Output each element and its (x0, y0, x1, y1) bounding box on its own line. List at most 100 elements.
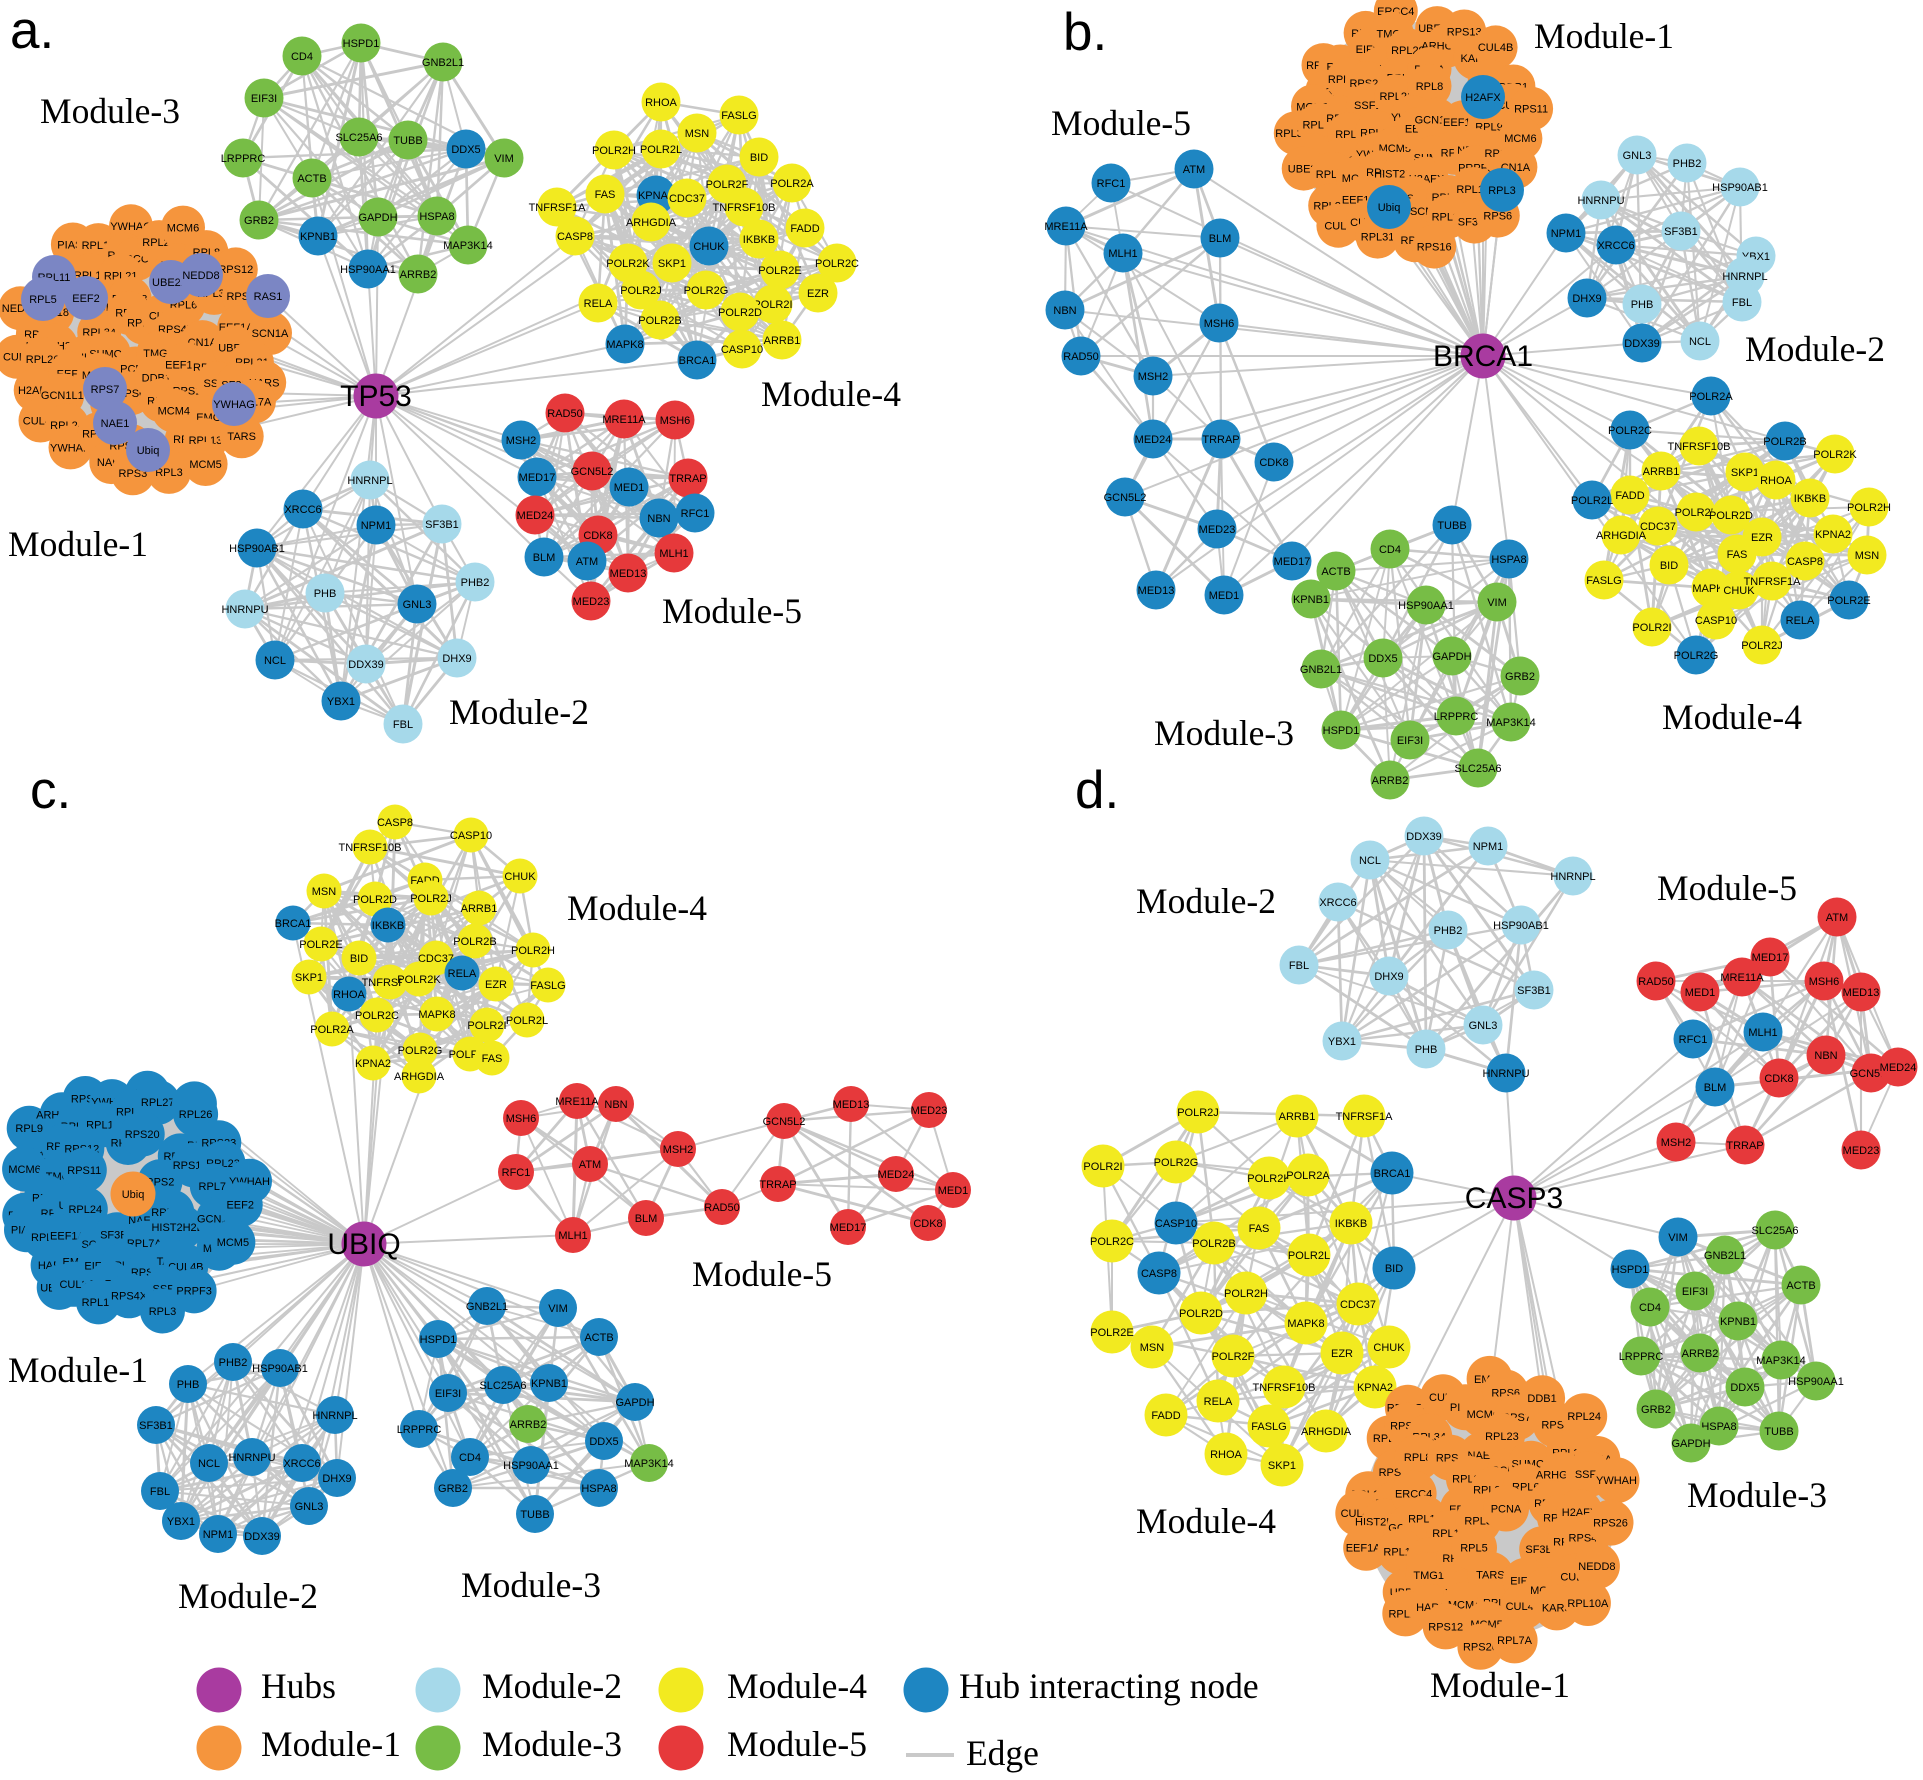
svg-text:EIF3I: EIF3I (1397, 735, 1423, 747)
svg-text:Hub interacting node: Hub interacting node (959, 1666, 1259, 1706)
svg-text:MLH1: MLH1 (659, 548, 688, 560)
svg-text:Module-2: Module-2 (1745, 329, 1885, 369)
svg-text:Ubiq: Ubiq (1378, 202, 1401, 214)
svg-text:TNFRSF10B: TNFRSF10B (1253, 1382, 1316, 1394)
svg-text:HSP90AB1: HSP90AB1 (229, 543, 285, 555)
svg-text:SKP1: SKP1 (1731, 467, 1759, 479)
svg-text:YBX1: YBX1 (327, 696, 355, 708)
svg-text:ATM: ATM (579, 1159, 601, 1171)
svg-text:HSPA8: HSPA8 (1701, 1421, 1736, 1433)
svg-text:BLM: BLM (1209, 233, 1232, 245)
svg-text:Module-1: Module-1 (8, 1350, 148, 1390)
svg-text:SLC25A6: SLC25A6 (1751, 1225, 1798, 1237)
svg-text:HNRNPU: HNRNPU (1482, 1068, 1529, 1080)
svg-text:MSH2: MSH2 (506, 435, 537, 447)
svg-text:MED1: MED1 (938, 1185, 969, 1197)
svg-text:MAP3K14: MAP3K14 (443, 240, 493, 252)
svg-text:MSN: MSN (685, 128, 710, 140)
svg-text:FBL: FBL (1289, 960, 1309, 972)
svg-text:FASLG: FASLG (1251, 1421, 1286, 1433)
svg-text:BID: BID (750, 152, 768, 164)
svg-text:RHOA: RHOA (1210, 1449, 1242, 1461)
svg-text:TUBB: TUBB (520, 1509, 549, 1521)
svg-text:MED24: MED24 (1135, 434, 1172, 446)
svg-text:FAS: FAS (482, 1053, 503, 1065)
svg-text:DDX5: DDX5 (1368, 653, 1397, 665)
svg-text:MSH6: MSH6 (1809, 976, 1840, 988)
svg-text:CHUK: CHUK (1373, 1342, 1405, 1354)
svg-text:MRE11A: MRE11A (555, 1096, 599, 1108)
svg-text:MAPK8: MAPK8 (418, 1009, 455, 1021)
svg-text:DHX9: DHX9 (1374, 971, 1403, 983)
svg-text:RPL31: RPL31 (1361, 231, 1395, 243)
svg-text:RHOA: RHOA (645, 97, 677, 109)
svg-text:NBN: NBN (647, 513, 670, 525)
svg-text:TNFRSF10B: TNFRSF10B (339, 842, 402, 854)
svg-text:Module-1: Module-1 (1534, 16, 1674, 56)
svg-text:POLR2G: POLR2G (398, 1045, 443, 1057)
svg-text:POLR2J: POLR2J (410, 893, 452, 905)
svg-text:RHOA: RHOA (1760, 475, 1792, 487)
svg-text:FADD: FADD (1615, 490, 1644, 502)
svg-text:CHUK: CHUK (693, 241, 725, 253)
svg-text:POLR2G: POLR2G (684, 285, 729, 297)
svg-text:RPS12: RPS12 (1428, 1621, 1463, 1633)
svg-text:HSPD1: HSPD1 (343, 38, 380, 50)
svg-text:RPS11: RPS11 (1514, 104, 1548, 116)
svg-text:Module-4: Module-4 (567, 888, 707, 928)
svg-text:CASP10: CASP10 (1155, 1218, 1197, 1230)
svg-text:PHB: PHB (177, 1379, 200, 1391)
svg-text:MED24: MED24 (517, 510, 554, 522)
svg-text:YBX1: YBX1 (167, 1516, 195, 1528)
svg-text:MCM4: MCM4 (158, 406, 190, 418)
svg-text:LRPPRC: LRPPRC (1619, 1351, 1664, 1363)
svg-text:RPL10A: RPL10A (1567, 1598, 1609, 1610)
svg-text:GRB2: GRB2 (438, 1483, 468, 1495)
svg-text:DDX5: DDX5 (589, 1436, 618, 1448)
svg-text:GCN5L2: GCN5L2 (571, 466, 614, 478)
svg-text:POLR2F: POLR2F (1212, 1351, 1255, 1363)
svg-text:IKBKB: IKBKB (743, 234, 775, 246)
svg-text:RFC1: RFC1 (1679, 1034, 1708, 1046)
svg-text:NPM1: NPM1 (361, 520, 392, 532)
svg-text:HSP90AB1: HSP90AB1 (252, 1363, 308, 1375)
svg-text:POLR2C: POLR2C (1090, 1236, 1134, 1248)
svg-text:YWHAG: YWHAG (213, 399, 255, 411)
svg-text:MSH6: MSH6 (1204, 318, 1235, 330)
svg-text:RHOA: RHOA (333, 989, 365, 1001)
svg-text:POLR2D: POLR2D (1179, 1308, 1223, 1320)
svg-text:KPNB1: KPNB1 (300, 231, 336, 243)
svg-text:NBN: NBN (604, 1099, 627, 1111)
svg-text:NPM1: NPM1 (203, 1529, 234, 1541)
svg-text:RPL27: RPL27 (141, 1097, 175, 1109)
svg-text:POLR2H: POLR2H (1224, 1288, 1268, 1300)
svg-text:POLR2I: POLR2I (1083, 1161, 1122, 1173)
svg-text:GNL3: GNL3 (403, 599, 432, 611)
svg-text:POLR2E: POLR2E (299, 939, 342, 951)
svg-text:FAS: FAS (595, 189, 616, 201)
svg-text:POLR2H: POLR2H (592, 145, 636, 157)
svg-text:Module-5: Module-5 (1657, 868, 1797, 908)
svg-text:DDX5: DDX5 (451, 144, 480, 156)
svg-text:TNFRSF10B: TNFRSF10B (713, 202, 776, 214)
svg-text:PHB2: PHB2 (219, 1357, 248, 1369)
svg-text:ARHGDIA: ARHGDIA (394, 1071, 445, 1083)
svg-text:Ubiq: Ubiq (122, 1189, 145, 1201)
svg-text:NCL: NCL (1359, 855, 1381, 867)
svg-text:MCM5: MCM5 (217, 1237, 249, 1249)
svg-text:BID: BID (1660, 560, 1678, 572)
svg-text:Module-4: Module-4 (1662, 697, 1802, 737)
svg-text:NAE1: NAE1 (101, 418, 130, 430)
svg-text:RELA: RELA (1786, 615, 1815, 627)
svg-text:MED23: MED23 (573, 596, 610, 608)
svg-text:PHB2: PHB2 (1434, 925, 1463, 937)
svg-text:RPL7: RPL7 (199, 1181, 227, 1193)
svg-text:MED17: MED17 (519, 472, 556, 484)
svg-text:POLR2H: POLR2H (1847, 502, 1891, 514)
svg-text:MED17: MED17 (1752, 952, 1789, 964)
svg-text:VIM: VIM (1668, 1232, 1688, 1244)
svg-text:POLR2I: POLR2I (467, 1020, 506, 1032)
svg-text:LRPPRC: LRPPRC (1434, 711, 1479, 723)
svg-text:RPS11: RPS11 (67, 1165, 101, 1177)
svg-text:RAD50: RAD50 (1638, 976, 1673, 988)
